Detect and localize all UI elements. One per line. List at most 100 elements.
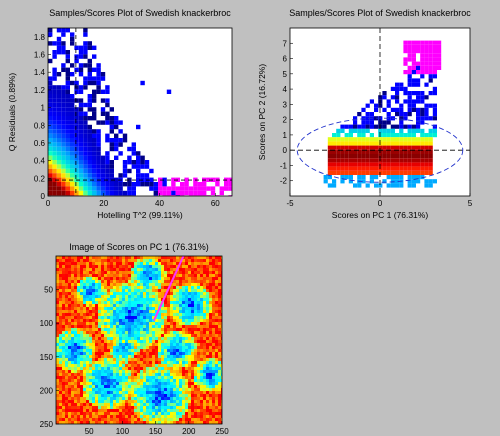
density-cell xyxy=(378,95,383,100)
score-pixel xyxy=(125,319,128,322)
score-pixel xyxy=(122,313,125,316)
score-pixel xyxy=(77,349,80,352)
score-pixel xyxy=(215,412,218,415)
score-pixel xyxy=(191,292,194,295)
score-pixel xyxy=(209,379,212,382)
density-cell xyxy=(92,142,97,147)
score-pixel xyxy=(116,322,119,325)
score-pixel xyxy=(92,409,95,412)
score-pixel xyxy=(131,274,134,277)
score-pixel xyxy=(161,400,164,403)
density-cell xyxy=(61,173,66,178)
density-cell xyxy=(92,98,97,103)
score-pixel xyxy=(62,364,65,367)
score-pixel xyxy=(197,415,200,418)
score-pixel xyxy=(152,265,155,268)
score-pixel xyxy=(92,355,95,358)
score-pixel xyxy=(83,406,86,409)
score-pixel xyxy=(197,292,200,295)
score-pixel xyxy=(137,325,140,328)
density-cell xyxy=(395,112,400,117)
score-pixel xyxy=(77,256,80,259)
score-pixel xyxy=(176,271,179,274)
score-pixel xyxy=(194,376,197,379)
score-pixel xyxy=(173,418,176,421)
density-cell xyxy=(424,141,429,146)
score-pixel xyxy=(95,409,98,412)
density-cell xyxy=(56,98,62,103)
score-pixel xyxy=(155,298,158,301)
score-pixel xyxy=(110,268,113,271)
density-cell xyxy=(70,155,75,160)
score-pixel xyxy=(179,391,182,394)
score-pixel xyxy=(116,274,119,277)
score-pixel xyxy=(59,337,62,340)
score-pixel xyxy=(83,370,86,373)
score-pixel xyxy=(149,316,152,319)
score-pixel xyxy=(155,391,158,394)
score-pixel xyxy=(140,310,143,313)
density-cell xyxy=(140,155,145,160)
score-pixel xyxy=(77,397,80,400)
score-pixel xyxy=(209,397,212,400)
density-cell xyxy=(416,40,421,45)
score-pixel xyxy=(200,412,203,415)
density-cell xyxy=(78,177,84,182)
x-ticks-pc2-vs-pc1: -5 0 5 xyxy=(286,193,473,208)
score-pixel xyxy=(218,367,221,370)
score-pixel xyxy=(62,304,65,307)
density-cell xyxy=(136,173,141,178)
score-pixel xyxy=(65,373,68,376)
score-pixel xyxy=(101,379,104,382)
density-cell xyxy=(390,166,395,171)
score-pixel xyxy=(80,391,83,394)
score-pixel xyxy=(164,307,167,310)
score-pixel xyxy=(170,409,173,412)
density-cell xyxy=(386,128,391,133)
density-cell xyxy=(361,166,366,171)
score-pixel xyxy=(209,340,212,343)
score-pixel xyxy=(119,367,122,370)
score-pixel xyxy=(212,307,215,310)
score-pixel xyxy=(80,277,83,280)
score-pixel xyxy=(101,337,104,340)
score-pixel xyxy=(104,397,107,400)
density-cell xyxy=(48,160,53,165)
score-pixel xyxy=(221,394,222,397)
score-pixel xyxy=(119,343,122,346)
score-pixel xyxy=(155,394,158,397)
score-pixel xyxy=(128,274,131,277)
density-cell xyxy=(386,112,391,117)
score-pixel xyxy=(125,292,128,295)
score-pixel xyxy=(209,274,212,277)
score-pixel xyxy=(221,307,222,310)
score-pixel xyxy=(164,373,167,376)
density-cell xyxy=(166,186,172,191)
score-pixel xyxy=(89,403,92,406)
score-pixel xyxy=(152,343,155,346)
density-cell xyxy=(114,133,119,138)
score-pixel xyxy=(155,406,158,409)
density-cell xyxy=(48,85,53,90)
density-cell xyxy=(87,67,92,72)
density-cell xyxy=(70,164,75,169)
score-pixel xyxy=(140,376,143,379)
score-pixel xyxy=(212,298,215,301)
score-pixel xyxy=(98,256,101,259)
score-pixel xyxy=(89,259,92,262)
score-pixel xyxy=(62,319,65,322)
score-pixel xyxy=(218,271,221,274)
score-pixel xyxy=(68,319,71,322)
pc2-vs-pc1-xtick-label: 5 xyxy=(468,199,473,208)
score-pixel xyxy=(80,382,83,385)
score-pixel xyxy=(164,256,167,259)
density-cell xyxy=(83,160,88,165)
score-pixel xyxy=(83,367,86,370)
score-pixel xyxy=(71,328,74,331)
density-cell xyxy=(114,177,119,182)
score-pixel xyxy=(98,382,101,385)
score-pixel xyxy=(107,331,110,334)
score-pixel xyxy=(92,295,95,298)
score-pixel xyxy=(182,409,185,412)
density-cell xyxy=(70,36,75,42)
